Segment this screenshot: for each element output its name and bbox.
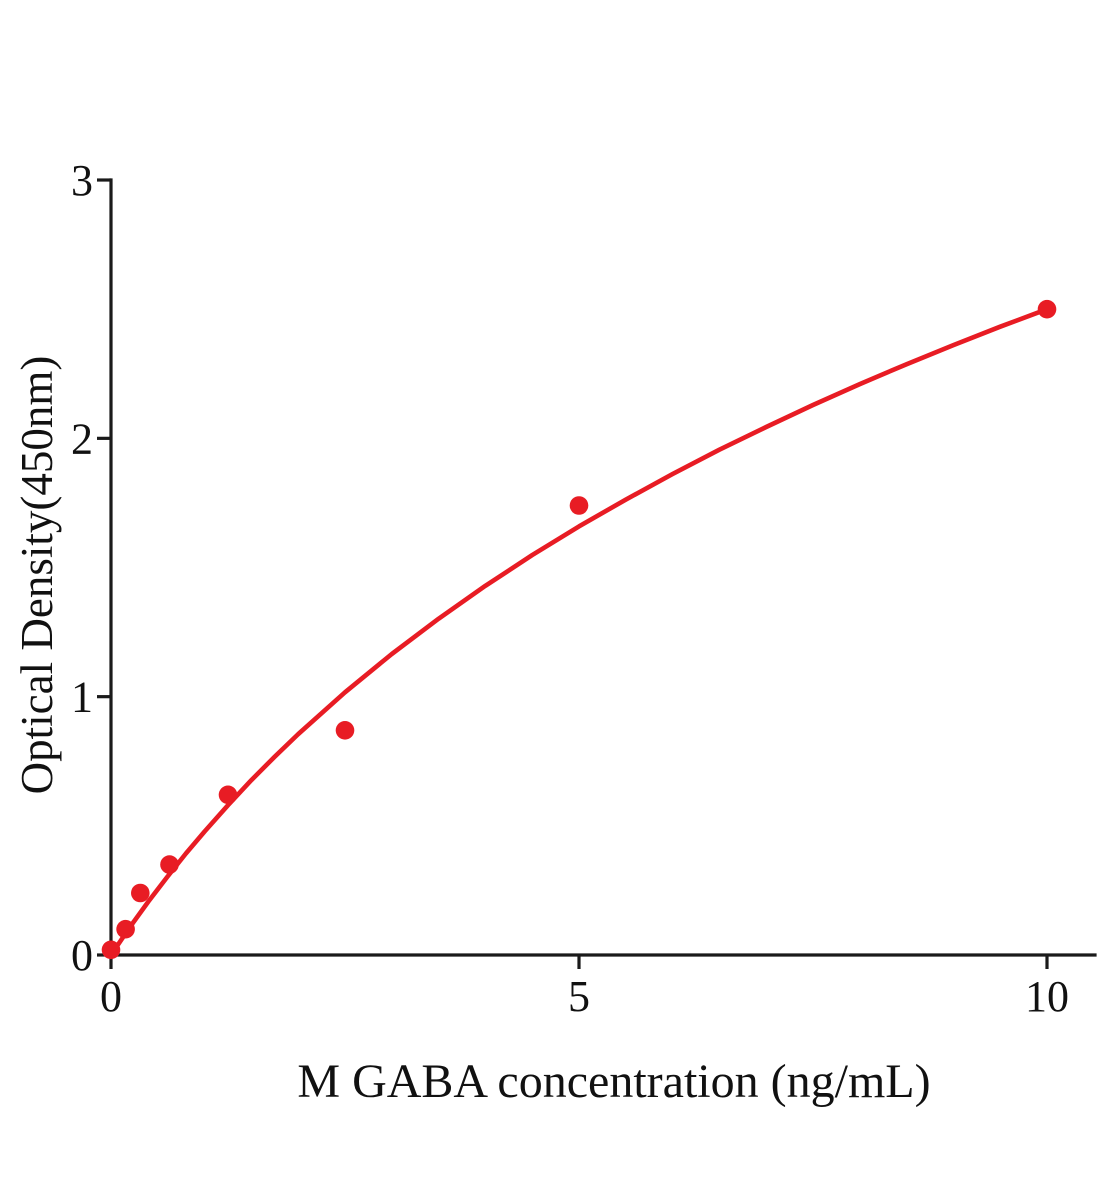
y-tick-label: 0 [71, 931, 93, 980]
fit-curve-line [108, 306, 1050, 958]
data-point [101, 940, 121, 960]
data-point [160, 855, 179, 874]
axes [97, 178, 1097, 969]
x-axis-title: M GABA concentration (ng/mL) [297, 1055, 930, 1108]
data-point [335, 721, 355, 740]
data-point [569, 496, 589, 515]
data-point [131, 883, 150, 903]
y-tick-label: 3 [71, 156, 93, 205]
data-point [1037, 299, 1057, 319]
tick-labels: 0 5 10 0 1 2 3 [71, 156, 1069, 1021]
y-tick-label: 2 [71, 414, 93, 463]
data-point [218, 785, 238, 805]
axis-lines [109, 178, 1097, 957]
data-point [116, 919, 135, 939]
x-tick-label: 10 [1025, 972, 1069, 1021]
x-tick-label: 5 [568, 972, 590, 1021]
y-axis-title: Optical Density(450nm) [12, 356, 62, 795]
x-tick-label: 0 [100, 972, 122, 1021]
data-points [101, 299, 1057, 960]
y-tick-label: 1 [71, 673, 93, 722]
